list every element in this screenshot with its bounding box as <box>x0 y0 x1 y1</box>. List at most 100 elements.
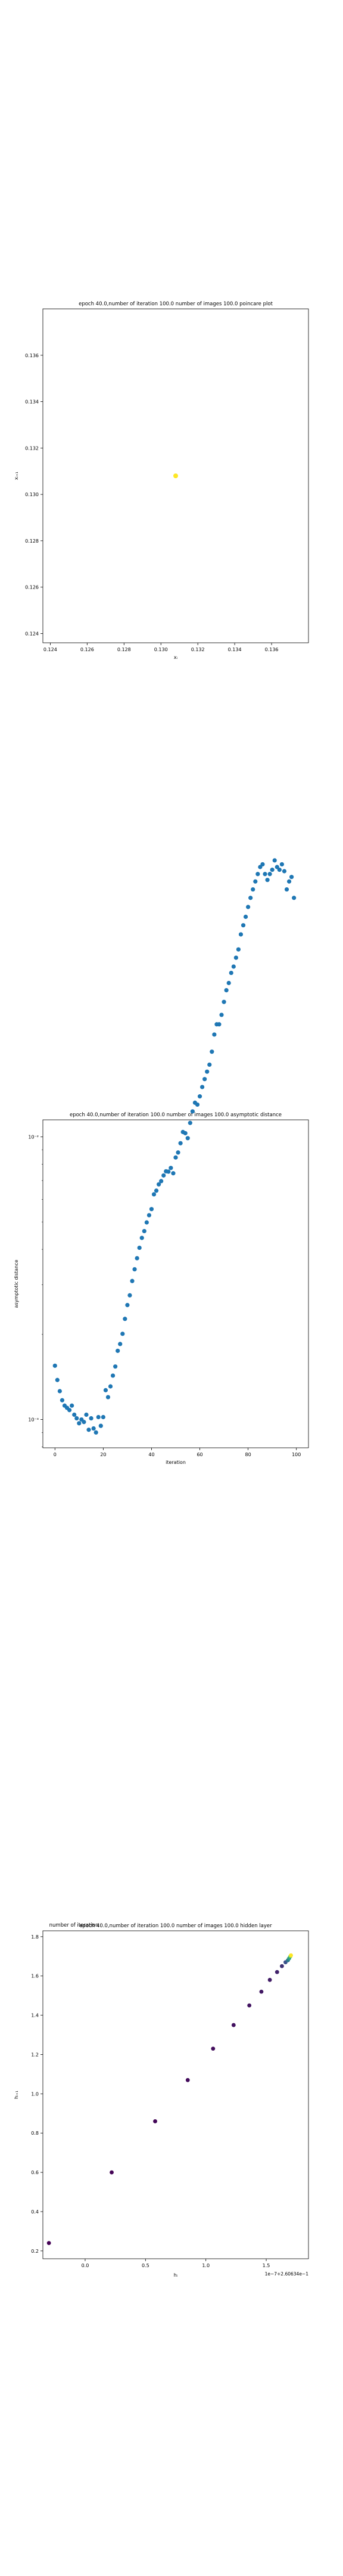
y-axis-label: asymptotic distance <box>14 1259 19 1308</box>
data-point <box>286 879 292 884</box>
y-tick-label: 0.124 <box>25 631 39 636</box>
x-axis-label: iteration <box>166 1460 186 1465</box>
data-point <box>195 1102 200 1107</box>
data-point <box>178 1141 183 1145</box>
y-tick-label: 0.2 <box>31 2249 39 2254</box>
data-point <box>183 1131 188 1135</box>
data-point <box>282 869 287 874</box>
data-point <box>125 1303 130 1308</box>
x-axis-label: xᵢ <box>174 655 177 660</box>
title-overlay-text: number of iteration <box>49 1922 99 1928</box>
x-tick-label: 1.5 <box>263 2263 270 2268</box>
data-point <box>219 1013 224 1017</box>
data-point <box>146 1213 151 1218</box>
data-point <box>120 1332 125 1336</box>
data-point <box>142 1228 146 1234</box>
x-tick-label: 0.130 <box>154 647 168 652</box>
data-point <box>89 1416 93 1421</box>
data-point <box>289 875 294 880</box>
data-point <box>130 1278 135 1283</box>
data-point <box>277 868 282 872</box>
x-offset-text: 1e−7+2.60634e−1 <box>265 2271 309 2277</box>
x-tick-label: 1.0 <box>202 2263 210 2268</box>
data-point <box>173 473 178 478</box>
data-point <box>279 862 284 867</box>
data-point <box>113 1364 118 1369</box>
data-point <box>275 1970 279 1974</box>
data-point <box>248 896 253 900</box>
data-point <box>159 1179 164 1184</box>
x-tick-label: 0.0 <box>82 2263 89 2268</box>
x-tick-label: 0.126 <box>80 647 94 652</box>
data-point <box>280 1964 284 1968</box>
y-tick-label: 0.8 <box>31 2131 39 2136</box>
data-point <box>161 1173 166 1178</box>
data-point <box>101 1414 105 1420</box>
chart-title-3: epoch 40.0,number of iteration 100.0 num… <box>79 1923 272 1929</box>
data-point <box>210 1049 214 1054</box>
data-point <box>154 1188 159 1193</box>
data-point <box>116 1348 120 1353</box>
data-point <box>226 980 231 986</box>
y-tick-label: 1.0 <box>31 2091 39 2097</box>
data-point <box>139 1236 144 1240</box>
data-point <box>246 905 251 909</box>
x-tick-label: 0.5 <box>142 2263 149 2268</box>
x-tick-label: 0.124 <box>43 647 57 652</box>
x-tick-label: 80 <box>245 1452 251 1457</box>
data-point <box>108 1384 113 1389</box>
data-point <box>110 1373 116 1378</box>
data-point <box>259 1989 264 1994</box>
data-point <box>265 878 270 883</box>
data-point <box>144 1220 149 1225</box>
data-point <box>176 1150 180 1155</box>
data-point <box>251 887 255 892</box>
data-point <box>267 872 272 877</box>
data-point <box>222 999 226 1004</box>
data-point <box>190 1109 195 1114</box>
y-tick-label: 0.126 <box>25 585 39 590</box>
data-point <box>132 1267 137 1272</box>
data-point <box>197 1094 202 1099</box>
data-point <box>96 1414 101 1420</box>
data-point <box>110 2170 114 2175</box>
data-point <box>202 1077 207 1082</box>
data-point <box>260 862 265 867</box>
y-tick-label: 0.4 <box>31 2209 39 2215</box>
y-tick-label: 10⁻² <box>28 1134 39 1140</box>
x-tick-label: 0.136 <box>265 647 279 652</box>
plot-frame-3 <box>42 1930 309 2259</box>
data-point <box>103 1388 108 1392</box>
y-tick-label: 0.6 <box>31 2170 39 2175</box>
y-tick-label: 10⁻³ <box>28 1417 39 1423</box>
data-point <box>169 1166 173 1171</box>
data-point <box>166 1169 171 1174</box>
y-tick-label: 1.8 <box>31 1934 39 1940</box>
x-tick-label: 0.132 <box>191 647 205 652</box>
y-tick-label: 1.4 <box>31 2013 39 2018</box>
data-point <box>84 1412 89 1417</box>
data-point <box>229 970 233 976</box>
data-point <box>173 1155 178 1160</box>
data-point <box>60 1398 65 1402</box>
data-point <box>253 879 258 884</box>
data-point <box>207 1062 212 1067</box>
x-tick-label: 0.128 <box>117 647 131 652</box>
x-tick-label: 60 <box>197 1452 202 1457</box>
data-point <box>118 1342 123 1346</box>
data-point <box>205 1069 210 1074</box>
data-point <box>153 2119 157 2123</box>
y-tick-label: 0.128 <box>25 538 39 544</box>
data-point <box>46 2241 51 2246</box>
data-point <box>243 914 248 919</box>
y-tick-label: 1.6 <box>31 1974 39 1979</box>
data-point <box>241 923 246 928</box>
data-point <box>77 1421 82 1426</box>
y-axis-label: hᵢ₊₁ <box>14 2091 19 2099</box>
x-tick-label: 40 <box>148 1452 154 1457</box>
data-point <box>200 1085 205 1089</box>
data-point <box>247 2003 252 2008</box>
data-point <box>263 872 267 877</box>
x-tick-label: 0.134 <box>228 647 242 652</box>
data-point <box>105 1395 111 1400</box>
